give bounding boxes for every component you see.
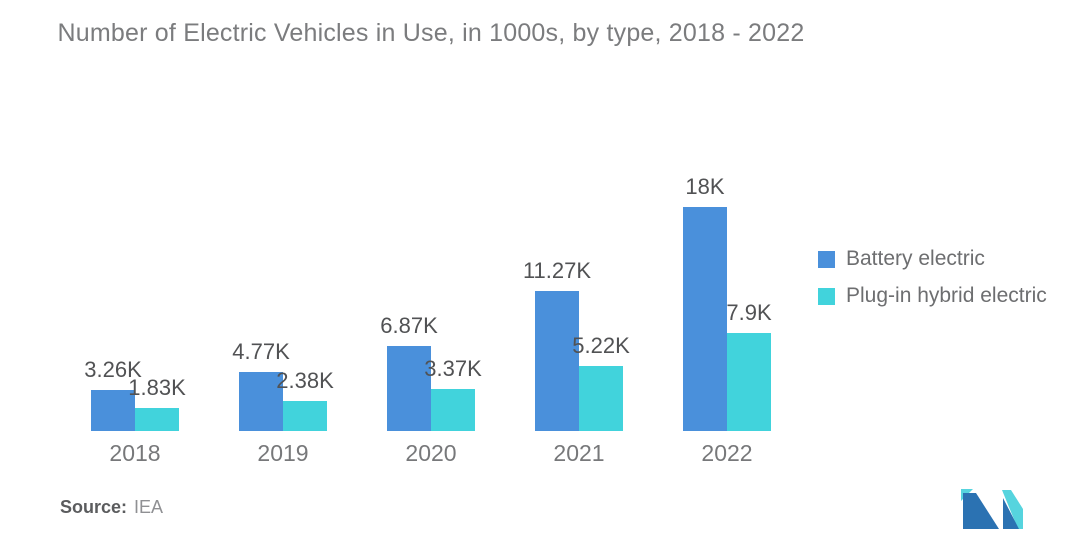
- legend-item-plug-in-hybrid-electric: Plug-in hybrid electric: [818, 284, 1047, 308]
- legend-label-plug-in-hybrid-electric: Plug-in hybrid electric: [846, 284, 1047, 307]
- logo-blue-quad: [963, 493, 999, 529]
- bar-column-plug-in-hybrid-electric: 7.9K: [726, 299, 772, 431]
- bar-value-label: 5.22K: [572, 333, 630, 359]
- bar-column-plug-in-hybrid-electric: 1.83K: [128, 375, 186, 431]
- legend-swatch-battery-electric: [818, 250, 835, 268]
- bar-value-text-plug-in-hybrid-electric-2019: 2.38K: [276, 368, 334, 394]
- bar-value-label: 18K: [683, 174, 727, 200]
- bar-group-2020: 6.87K 3.37K: [357, 151, 505, 431]
- bar-value-label: 6.87K: [380, 313, 438, 339]
- bar-plug-in-hybrid-electric-2020: [431, 389, 475, 431]
- bar-value-label: 2.38K: [276, 368, 334, 394]
- bar-value-text-plug-in-hybrid-electric-2020: 3.37K: [424, 356, 482, 382]
- x-axis-label-2022: 2022: [701, 440, 753, 466]
- bar-value-label: 4.77K: [232, 339, 290, 365]
- bar-value-label: 3.37K: [424, 356, 482, 382]
- bar-value-label: 3.26K: [84, 357, 142, 383]
- bar-column-battery-electric: 3.26K: [84, 357, 142, 431]
- bar-plug-in-hybrid-electric-2022: [727, 332, 771, 431]
- source-value: IEA: [134, 497, 164, 517]
- bar-battery-electric-2020: [387, 345, 431, 431]
- bar-column-plug-in-hybrid-electric: 2.38K: [276, 368, 334, 431]
- bar-group-2018: 3.26K 1.83K: [61, 151, 209, 431]
- legend-item-battery-electric: Battery electric: [818, 247, 1047, 271]
- bar-value-label: 11.27K: [523, 258, 591, 284]
- bar-column-battery-electric: 11.27K: [523, 258, 591, 431]
- bars-row: 3.26K 1.83K: [84, 357, 186, 431]
- bar-group-2022: 18K 7.9K: [653, 151, 801, 431]
- bar-column-plug-in-hybrid-electric: 5.22K: [572, 333, 630, 431]
- bar-battery-electric-2019: [239, 371, 283, 431]
- bar-group-2019: 4.77K 2.38K: [209, 151, 357, 431]
- bar-plug-in-hybrid-electric-2018: [135, 408, 179, 431]
- bar-battery-electric-2022: [683, 207, 727, 431]
- bar-value-text-plug-in-hybrid-electric-2021: 5.22K: [572, 333, 630, 359]
- bar-value-text-battery-electric-2021: 11.27K: [522, 257, 592, 283]
- bar-value-text-battery-electric-2020: 6.87K: [380, 312, 438, 338]
- bar-plug-in-hybrid-electric-2019: [283, 401, 327, 431]
- x-axis: 2018 2019 2020 2021 2022: [61, 440, 801, 467]
- bar-value-text-battery-electric-2018: 3.26K: [84, 357, 142, 383]
- legend-swatch-plug-in-hybrid-electric: [818, 287, 835, 305]
- bar-column-battery-electric: 18K: [683, 174, 727, 431]
- x-axis-label-2019: 2019: [257, 440, 309, 466]
- source-note: Source: IEA: [60, 497, 163, 518]
- bar-value-label: 1.83K: [128, 375, 186, 401]
- x-axis-label-2021: 2021: [553, 440, 605, 466]
- bar-value-text-battery-electric-2019: 4.77K: [232, 338, 290, 364]
- bars-row: 11.27K 5.22K: [523, 258, 630, 431]
- chart-title: Number of Electric Vehicles in Use, in 1…: [57, 19, 805, 47]
- mordor-intelligence-logo-icon: [961, 489, 1023, 529]
- bars-row: 6.87K 3.37K: [380, 313, 482, 431]
- bar-value-text-battery-electric-2022: 18K: [685, 174, 725, 199]
- bar-group-2021: 11.27K 5.22K: [505, 151, 653, 431]
- bar-battery-electric-2021: [535, 290, 579, 431]
- bar-battery-electric-2018: [91, 390, 135, 431]
- plot-area: 3.26K 1.83K 4.77K 2.38K 6.87K 3.37K 11.27K 5.22…: [61, 151, 801, 431]
- bar-column-battery-electric: 4.77K: [232, 339, 290, 431]
- logo-teal-band: [1002, 490, 1023, 529]
- bars-row: 18K 7.9K: [683, 174, 772, 431]
- x-axis-label-2018: 2018: [109, 440, 161, 466]
- bar-column-battery-electric: 6.87K: [380, 313, 438, 431]
- bar-value-text-plug-in-hybrid-electric-2022: 7.9K: [726, 299, 772, 325]
- bars-row: 4.77K 2.38K: [232, 339, 334, 431]
- legend-label-battery-electric: Battery electric: [846, 247, 985, 270]
- bar-column-plug-in-hybrid-electric: 3.37K: [424, 356, 482, 431]
- logo-blue-triangle: [1003, 498, 1019, 529]
- source-label: Source:: [60, 497, 128, 517]
- x-axis-label-2020: 2020: [405, 440, 457, 466]
- legend: Battery electric Plug-in hybrid electric: [818, 247, 1047, 308]
- bar-plug-in-hybrid-electric-2021: [579, 366, 623, 431]
- bar-value-label: 7.9K: [726, 299, 772, 326]
- bar-value-text-plug-in-hybrid-electric-2018: 1.83K: [128, 375, 186, 401]
